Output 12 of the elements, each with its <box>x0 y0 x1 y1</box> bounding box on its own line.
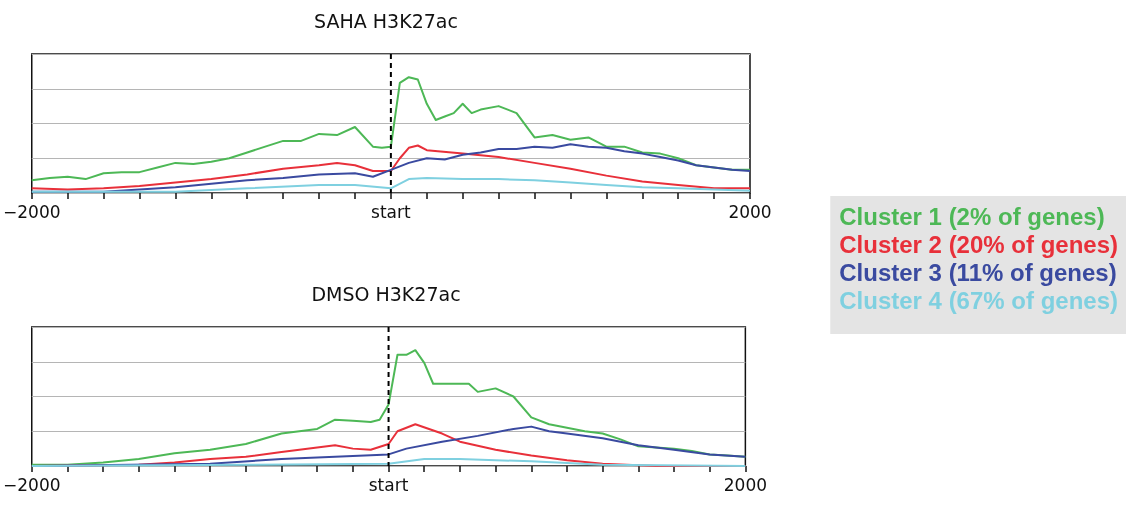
text: Cluster 1 (2% of genes) <box>839 202 1105 230</box>
chart-title: DMSO H3K27ac <box>311 282 461 305</box>
text: Cluster 2 (20% of genes) <box>839 230 1119 258</box>
x-tick-label: 2000 <box>723 474 767 495</box>
text: Cluster 4 (67% of genes) <box>839 286 1119 314</box>
x-tick-label: start <box>368 474 409 495</box>
x-tick-label: −2000 <box>3 201 61 222</box>
text: Cluster 3 (11% of genes) <box>839 258 1117 286</box>
x-tick-label: start <box>371 201 411 222</box>
x-tick-label: 2000 <box>728 201 772 222</box>
chart-title: SAHA H3K27ac <box>314 9 458 32</box>
x-tick-label: −2000 <box>3 474 61 495</box>
